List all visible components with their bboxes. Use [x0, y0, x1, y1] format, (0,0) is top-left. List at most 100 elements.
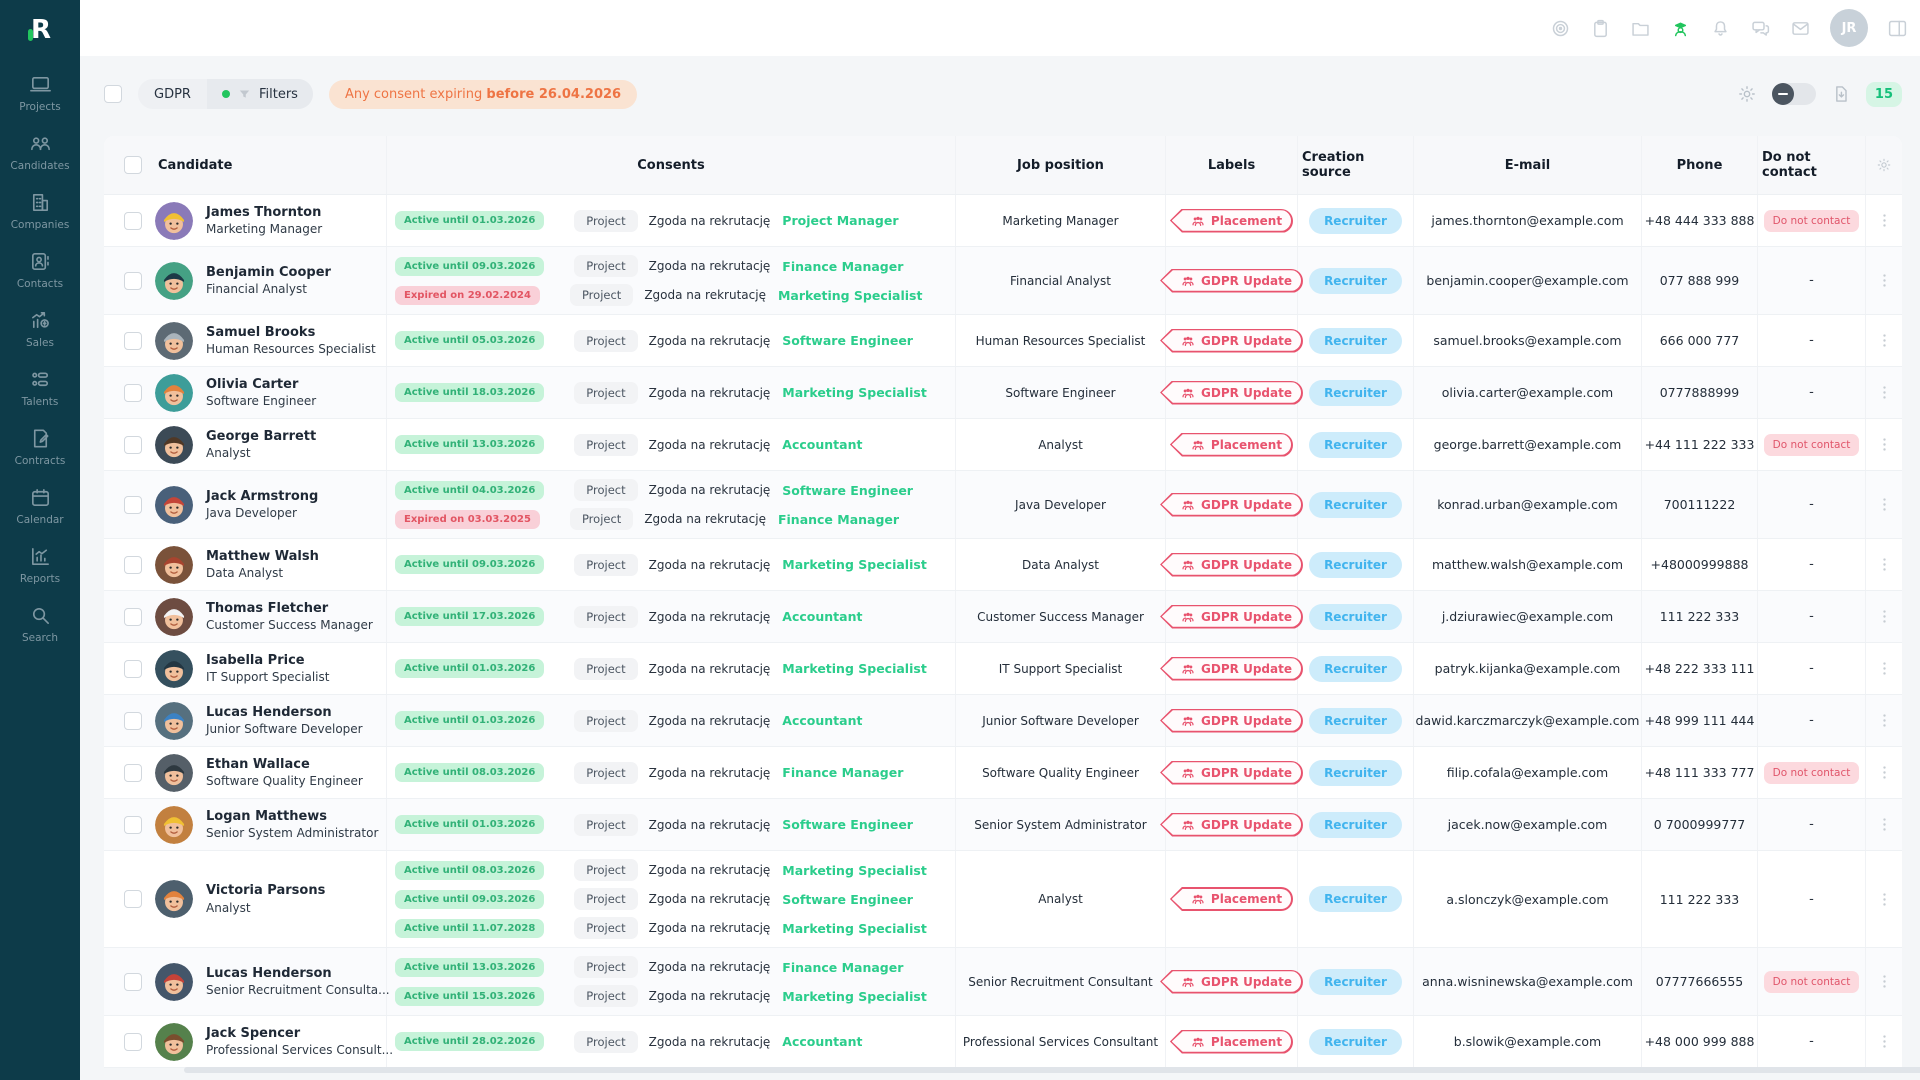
row-menu-button[interactable] — [1866, 419, 1902, 470]
consent-position-link[interactable]: Software Engineer — [782, 333, 913, 348]
candidate-name[interactable]: Isabella Price — [206, 652, 305, 668]
sidebar-item-reports[interactable]: Reports — [0, 542, 80, 588]
row-checkbox[interactable] — [124, 383, 142, 402]
mail-icon[interactable] — [1790, 18, 1811, 39]
creation-source-badge[interactable]: Recruiter — [1309, 327, 1402, 354]
candidate-name[interactable]: Jack Armstrong — [206, 488, 319, 504]
creation-source-badge[interactable]: Recruiter — [1309, 551, 1402, 578]
label-tag[interactable]: GDPR Update — [1160, 269, 1303, 293]
table-row[interactable]: Olivia Carter Software Engineer Active unt… — [104, 367, 1902, 419]
panel-icon[interactable] — [1887, 18, 1908, 39]
row-menu-button[interactable] — [1866, 643, 1902, 694]
label-tag[interactable]: GDPR Update — [1160, 553, 1303, 577]
row-menu-button[interactable] — [1866, 851, 1902, 947]
row-checkbox[interactable] — [124, 711, 142, 730]
creation-source-badge[interactable]: Recruiter — [1309, 267, 1402, 294]
table-row[interactable]: Benjamin Cooper Financial Analyst Active u… — [104, 247, 1902, 315]
row-menu-button[interactable] — [1866, 695, 1902, 746]
candidate-name[interactable]: Jack Spencer — [206, 1025, 301, 1041]
sidebar-item-talents[interactable]: Talents — [0, 365, 80, 411]
consent-position-link[interactable]: Finance Manager — [782, 258, 904, 274]
table-row[interactable]: Logan Matthews Senior System Administrato… — [104, 799, 1902, 851]
row-checkbox[interactable] — [124, 972, 142, 991]
row-menu-button[interactable] — [1866, 247, 1902, 314]
horizontal-scrollbar[interactable] — [184, 1067, 1920, 1073]
candidate-name[interactable]: Ethan Wallace — [206, 756, 310, 772]
row-menu-button[interactable] — [1866, 591, 1902, 642]
creation-source-badge[interactable]: Recruiter — [1309, 655, 1402, 682]
row-menu-button[interactable] — [1866, 799, 1902, 850]
creation-source-badge[interactable]: Recruiter — [1309, 1028, 1402, 1055]
consent-position-link[interactable]: Marketing Specialist — [782, 385, 927, 400]
table-row[interactable]: Jack Armstrong Java Developer Active until… — [104, 471, 1902, 539]
table-row[interactable]: Lucas Henderson Senior Recruitment Consul… — [104, 948, 1902, 1016]
label-tag[interactable]: GDPR Update — [1160, 970, 1303, 994]
consent-position-link[interactable]: Marketing Specialist — [782, 557, 927, 572]
sidebar-item-search[interactable]: Search — [0, 601, 80, 647]
consent-position-link[interactable]: Software Engineer — [782, 891, 913, 907]
row-checkbox[interactable] — [124, 763, 142, 782]
settings-gear-icon[interactable] — [1737, 84, 1757, 104]
bell-icon[interactable] — [1710, 18, 1731, 39]
consent-position-link[interactable]: Marketing Specialist — [777, 287, 923, 303]
row-menu-button[interactable] — [1866, 1016, 1902, 1067]
consent-position-link[interactable]: Marketing Specialist — [782, 862, 927, 878]
select-all-checkbox[interactable] — [124, 156, 142, 174]
row-menu-button[interactable] — [1866, 471, 1902, 538]
row-checkbox[interactable] — [124, 331, 142, 350]
label-tag[interactable]: Placement — [1170, 209, 1293, 233]
consent-position-link[interactable]: Finance Manager — [782, 959, 904, 975]
consent-position-link[interactable]: Marketing Specialist — [782, 661, 927, 676]
row-checkbox[interactable] — [124, 495, 142, 514]
candidate-name[interactable]: Logan Matthews — [206, 808, 328, 824]
candidate-name[interactable]: Benjamin Cooper — [206, 264, 331, 280]
export-file-icon[interactable] — [1831, 84, 1851, 104]
gdpr-filters-control[interactable]: GDPR Filters — [138, 79, 313, 109]
label-tag[interactable]: GDPR Update — [1160, 493, 1303, 517]
consent-position-link[interactable]: Software Engineer — [782, 817, 913, 832]
sidebar-item-calendar[interactable]: Calendar — [0, 483, 80, 529]
candidate-name[interactable]: Victoria Parsons — [206, 883, 326, 899]
label-tag[interactable]: GDPR Update — [1160, 709, 1303, 733]
table-row[interactable]: Victoria Parsons Analyst Active until 08.0… — [104, 851, 1902, 948]
candidate-name[interactable]: Matthew Walsh — [206, 548, 319, 564]
creation-source-badge[interactable]: Recruiter — [1309, 886, 1402, 912]
user-avatar[interactable]: JR — [1830, 9, 1868, 47]
candidate-name[interactable]: Olivia Carter — [206, 376, 299, 392]
consent-position-link[interactable]: Accountant — [782, 437, 863, 452]
sidebar-item-projects[interactable]: Projects — [0, 70, 80, 116]
candidate-name[interactable]: James Thornton — [206, 204, 322, 220]
label-tag[interactable]: GDPR Update — [1160, 381, 1303, 405]
row-menu-button[interactable] — [1866, 747, 1902, 798]
filters-segment[interactable]: Filters — [206, 79, 313, 109]
label-tag[interactable]: GDPR Update — [1160, 813, 1303, 837]
clipboard-icon[interactable] — [1590, 18, 1611, 39]
label-tag[interactable]: GDPR Update — [1160, 761, 1303, 785]
row-checkbox[interactable] — [124, 607, 142, 626]
creation-source-badge[interactable]: Recruiter — [1309, 759, 1402, 786]
table-row[interactable]: Samuel Brooks Human Resources Specialist A… — [104, 315, 1902, 367]
target-icon[interactable] — [1550, 18, 1571, 39]
label-tag[interactable]: GDPR Update — [1160, 657, 1303, 681]
sidebar-item-companies[interactable]: Companies — [0, 188, 80, 234]
sidebar-item-candidates[interactable]: Candidates — [0, 129, 80, 175]
consent-position-link[interactable]: Accountant — [782, 713, 863, 728]
table-row[interactable]: Lucas Henderson Junior Software Developer… — [104, 695, 1902, 747]
row-checkbox[interactable] — [124, 815, 142, 834]
gdpr-officer-icon[interactable] — [1670, 18, 1691, 39]
consent-position-link[interactable]: Finance Manager — [777, 511, 900, 527]
label-tag[interactable]: Placement — [1170, 433, 1293, 457]
creation-source-badge[interactable]: Recruiter — [1309, 968, 1402, 995]
label-tag[interactable]: Placement — [1170, 887, 1293, 911]
row-menu-button[interactable] — [1866, 195, 1902, 246]
consent-position-link[interactable]: Marketing Specialist — [782, 988, 927, 1004]
row-checkbox[interactable] — [124, 435, 142, 454]
row-checkbox[interactable] — [124, 555, 142, 574]
consent-position-link[interactable]: Accountant — [782, 1034, 863, 1049]
candidate-name[interactable]: Thomas Fletcher — [206, 600, 329, 616]
table-row[interactable]: Matthew Walsh Data Analyst Active until 09… — [104, 539, 1902, 591]
candidate-name[interactable]: George Barrett — [206, 428, 317, 444]
sidebar-item-contacts[interactable]: Contacts — [0, 247, 80, 293]
candidate-name[interactable]: Lucas Henderson — [206, 704, 332, 720]
creation-source-badge[interactable]: Recruiter — [1309, 491, 1402, 518]
